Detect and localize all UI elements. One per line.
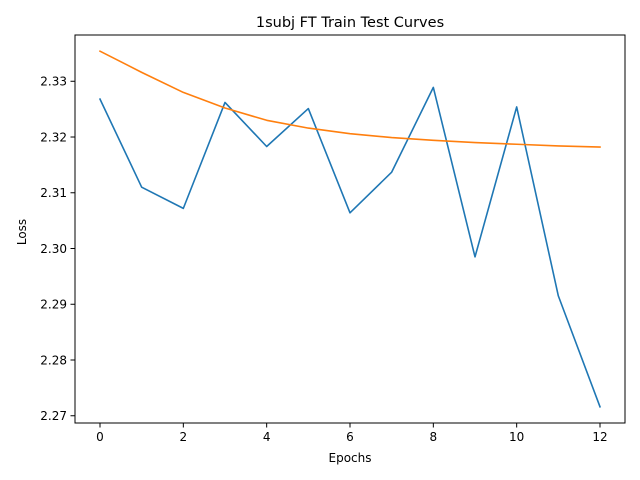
x-tick-label: 0	[96, 430, 104, 444]
axes-frame	[74, 34, 626, 424]
x-tick-label: 2	[180, 430, 188, 444]
y-tick-label: 2.32	[40, 130, 67, 144]
series-line-2	[98, 50, 601, 148]
x-axis-label: Epochs	[329, 451, 372, 465]
x-tick-label: 10	[509, 430, 524, 444]
series-line-1	[98, 86, 602, 408]
plot-area	[98, 50, 602, 408]
x-tick-label: 4	[263, 430, 271, 444]
y-axis-label: Loss	[15, 219, 29, 245]
y-tick-label: 2.31	[40, 186, 67, 200]
y-tick-label: 2.28	[40, 353, 67, 367]
x-tick-label: 6	[346, 430, 354, 444]
x-tick-label: 12	[592, 430, 607, 444]
y-axis-ticks: 2.27 2.28 2.29 2.30 2.31 2.32 2.33	[40, 75, 75, 423]
y-tick-label: 2.30	[40, 242, 67, 256]
y-tick-label: 2.27	[40, 409, 67, 423]
x-axis-ticks: 0 2 4 6 8 10 12	[96, 423, 608, 444]
chart-title: 1subj FT Train Test Curves	[256, 15, 444, 31]
y-tick-label: 2.33	[40, 75, 67, 89]
y-tick-label: 2.29	[40, 298, 67, 312]
x-tick-label: 8	[430, 430, 438, 444]
